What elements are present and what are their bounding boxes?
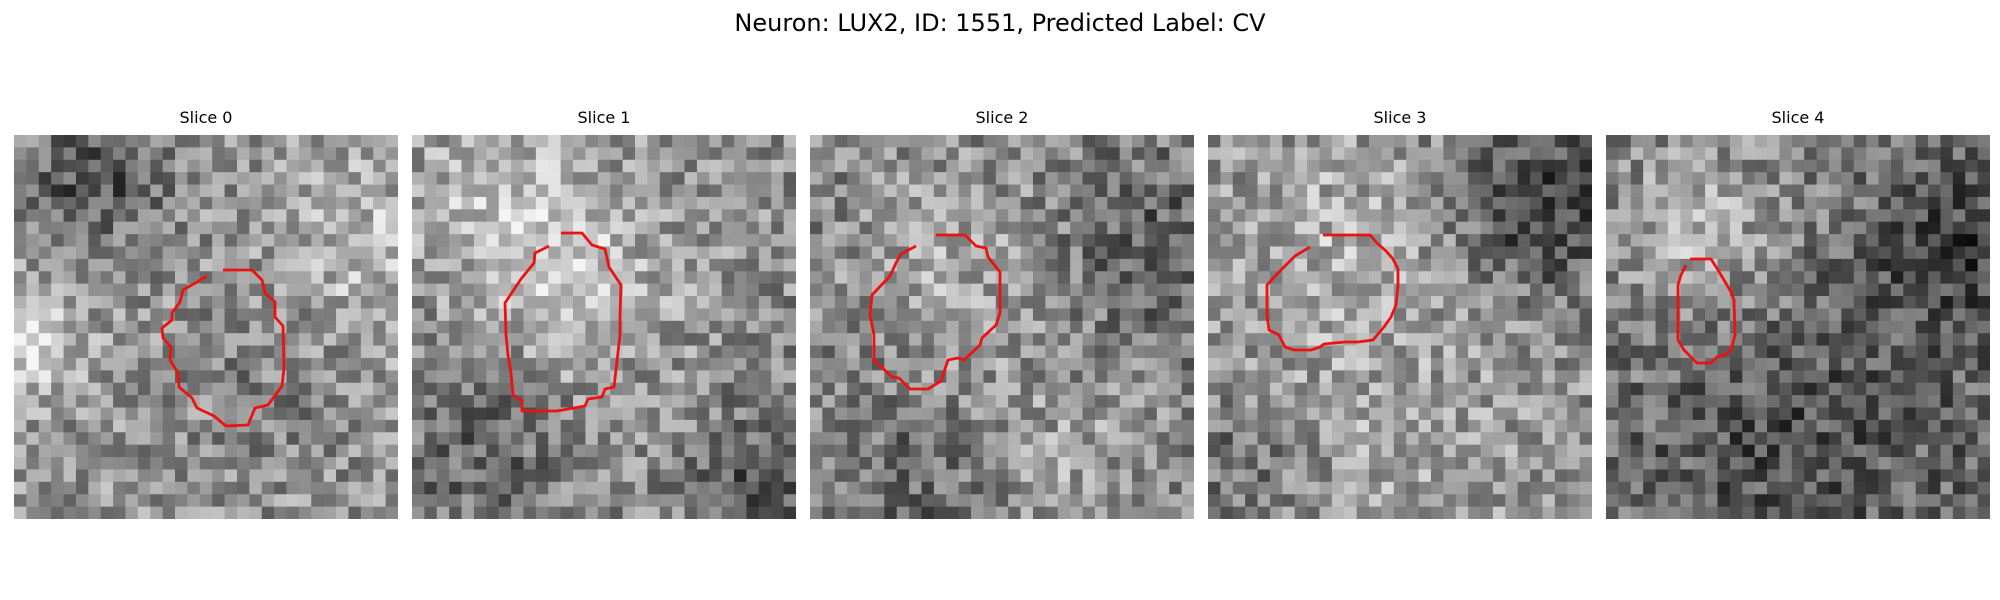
grayscale-pixels [14,135,398,519]
slice-image [412,135,796,519]
grayscale-pixels [810,135,1194,519]
slice-title: Slice 0 [179,108,233,127]
slice-panel-2: Slice 2 [810,108,1194,522]
roi-outline [1676,257,1737,365]
figure-title: Neuron: LUX2, ID: 1551, Predicted Label:… [734,9,1266,37]
slice-title: Slice 2 [975,108,1029,127]
slice-panel-3: Slice 3 [1208,108,1592,522]
slice-title: Slice 1 [577,108,631,127]
grayscale-pixels [1606,135,1990,519]
roi-outline [503,231,623,413]
roi-outline [1265,233,1400,352]
slice-panel-0: Slice 0 [14,108,398,522]
grayscale-pixels [412,135,796,519]
slice-panel-1: Slice 1 [412,108,796,522]
slice-title: Slice 3 [1373,108,1427,127]
slice-panel-4: Slice 4 [1606,108,1990,522]
slice-image [1208,135,1592,519]
roi-outline [868,233,1002,391]
slice-image [14,135,398,519]
slice-image [1606,135,1990,519]
roi-outline [160,268,286,428]
grayscale-pixels [1208,135,1592,519]
slice-image [810,135,1194,519]
slice-title: Slice 4 [1771,108,1825,127]
